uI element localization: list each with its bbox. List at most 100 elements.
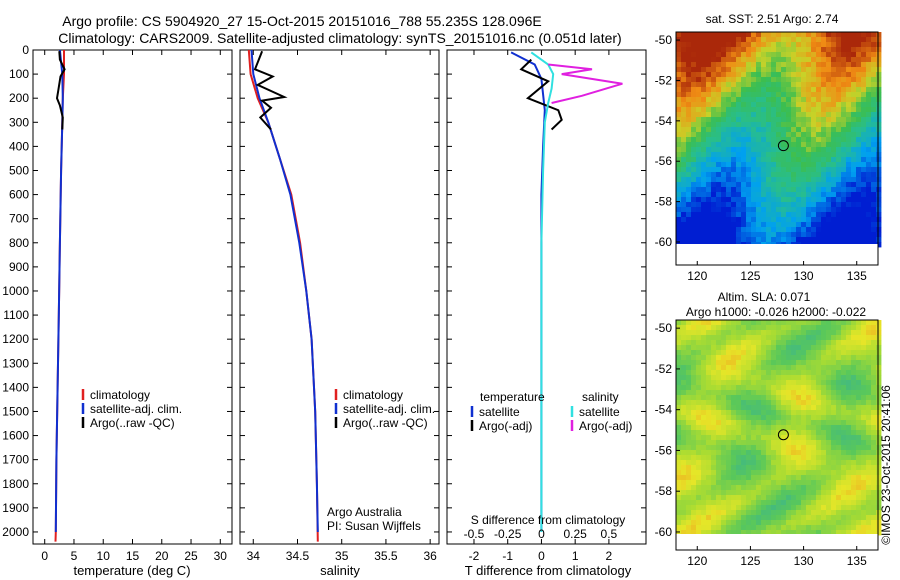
map-cell	[851, 380, 857, 386]
map-cell	[791, 227, 797, 233]
map-cell	[711, 380, 717, 386]
map-cell	[871, 440, 877, 446]
map-cell	[731, 207, 737, 213]
map-cell	[676, 82, 682, 88]
map-cell	[866, 445, 872, 451]
map-cell	[711, 217, 717, 223]
map-cell	[771, 47, 777, 53]
map-cell	[696, 172, 702, 178]
map-cell	[841, 207, 847, 213]
map-cell	[761, 127, 767, 133]
map-cell	[821, 127, 827, 133]
map-cell	[846, 142, 852, 148]
map-cell	[716, 515, 722, 521]
map-cell	[776, 530, 782, 536]
map-cell	[736, 152, 742, 158]
map-cell	[691, 112, 697, 118]
map-cell	[761, 42, 767, 48]
map-cell	[846, 172, 852, 178]
map-cell	[756, 335, 762, 341]
map-cell	[716, 435, 722, 441]
map-cell	[771, 395, 777, 401]
map-cell	[791, 102, 797, 108]
map-cell	[821, 202, 827, 208]
map-cell	[831, 177, 837, 183]
map-cell	[876, 505, 882, 511]
map-cell	[871, 107, 877, 113]
map-cell	[731, 395, 737, 401]
map-cell	[811, 340, 817, 346]
map-cell	[811, 380, 817, 386]
map-cell	[806, 385, 812, 391]
map-cell	[856, 505, 862, 511]
map-cell	[686, 475, 692, 481]
map-cell	[851, 187, 857, 193]
map-cell	[676, 470, 682, 476]
map-cell	[836, 395, 842, 401]
map-cell	[841, 530, 847, 536]
map-cell	[756, 520, 762, 526]
map-cell	[861, 102, 867, 108]
map-empty-band	[676, 244, 878, 265]
map-cell	[706, 415, 712, 421]
map-cell	[701, 345, 707, 351]
map-cell	[741, 430, 747, 436]
map-cell	[716, 37, 722, 43]
map-cell	[751, 102, 757, 108]
map-cell	[776, 97, 782, 103]
map-cell	[766, 470, 772, 476]
map-cell	[791, 520, 797, 526]
map-cell	[831, 62, 837, 68]
map-cell	[876, 202, 882, 208]
map-cell	[766, 345, 772, 351]
map-cell	[766, 525, 772, 531]
map-cell	[821, 112, 827, 118]
map-cell	[781, 335, 787, 341]
map-cell	[861, 525, 867, 531]
map-cell	[871, 465, 877, 471]
map-cell	[751, 62, 757, 68]
map-cell	[861, 202, 867, 208]
map-cell	[766, 192, 772, 198]
map-cell	[701, 57, 707, 63]
map-cell	[731, 340, 737, 346]
map-cell	[866, 217, 872, 223]
map-cell	[866, 227, 872, 233]
map-cell	[676, 530, 682, 536]
map-cell	[746, 350, 752, 356]
map-cell	[861, 510, 867, 516]
map-cell	[841, 127, 847, 133]
map-cell	[706, 37, 712, 43]
map-cell	[736, 97, 742, 103]
map-cell	[831, 400, 837, 406]
map-cell	[796, 142, 802, 148]
map-cell	[681, 42, 687, 48]
map-cell	[786, 455, 792, 461]
map-cell	[786, 207, 792, 213]
map-cell	[861, 470, 867, 476]
map-x-tick-label: 120	[687, 269, 707, 283]
map-cell	[801, 505, 807, 511]
map-cell	[831, 390, 837, 396]
map-cell	[806, 177, 812, 183]
map-cell	[731, 162, 737, 168]
map-cell	[721, 490, 727, 496]
map-cell	[856, 525, 862, 531]
map-cell	[861, 460, 867, 466]
map-cell	[691, 515, 697, 521]
map-cell	[696, 152, 702, 158]
map-cell	[846, 82, 852, 88]
map-cell	[686, 132, 692, 138]
map-cell	[811, 172, 817, 178]
map-cell	[846, 57, 852, 63]
x-tick-label: 34.5	[286, 549, 310, 563]
map-cell	[731, 500, 737, 506]
map-cell	[766, 147, 772, 153]
map-cell	[721, 530, 727, 536]
map-cell	[711, 510, 717, 516]
map-cell	[861, 107, 867, 113]
map-cell	[776, 177, 782, 183]
map-cell	[746, 52, 752, 58]
map-cell	[876, 445, 882, 451]
map-cell	[811, 192, 817, 198]
